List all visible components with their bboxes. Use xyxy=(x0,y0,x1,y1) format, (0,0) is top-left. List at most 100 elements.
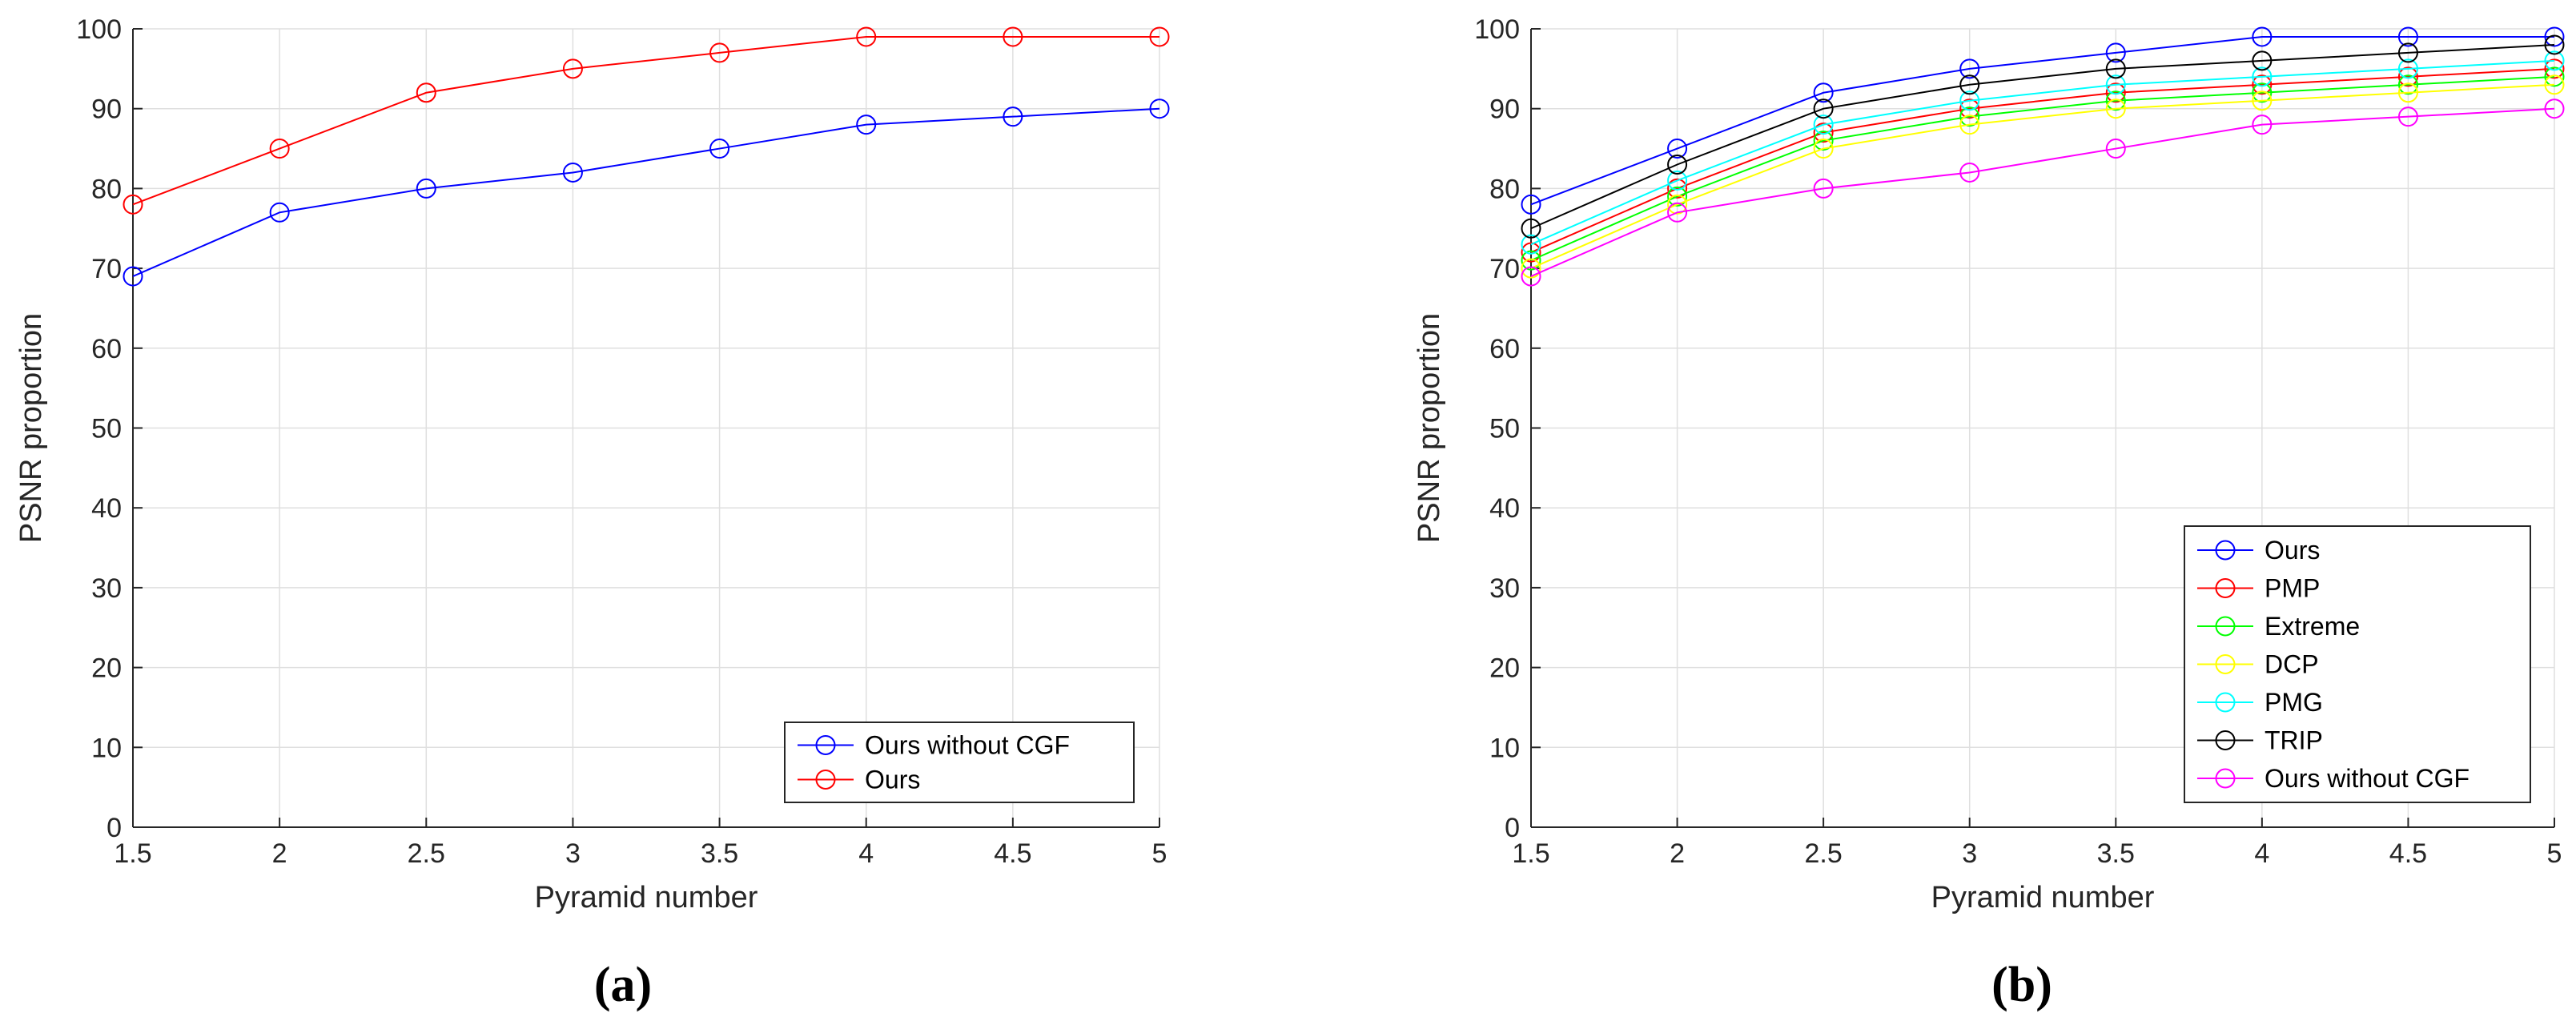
data-point-trip xyxy=(1521,218,1541,239)
data-point-ours-without-cgf xyxy=(1959,162,1980,183)
data-point-pmg xyxy=(1521,234,1541,255)
y-tick-label: 50 xyxy=(91,414,122,444)
x-tick-label: 4 xyxy=(858,838,874,869)
x-axis-label: Pyramid number xyxy=(535,881,758,914)
data-point-trip xyxy=(2397,42,2418,63)
chart-panel-b: 1.5 2 2.5 3 3.5 4 4.5 50102030405060708090100Py… xyxy=(1413,14,2565,1012)
data-point-extreme xyxy=(1521,250,1541,271)
data-point-ours-without-cgf xyxy=(2397,107,2418,127)
data-point-ours xyxy=(1813,82,1834,103)
y-tick-label: 0 xyxy=(1505,813,1520,843)
data-point-ours xyxy=(562,58,583,79)
y-tick-label: 30 xyxy=(91,573,122,604)
y-axis-label: PSNR proportion xyxy=(14,313,48,543)
data-point-ours-without-cgf xyxy=(709,139,730,159)
data-point-ours-without-cgf xyxy=(2252,115,2273,135)
y-tick-label: 20 xyxy=(1489,653,1520,684)
y-tick-label: 90 xyxy=(91,94,122,125)
data-point-ours xyxy=(2397,26,2418,47)
y-tick-label: 70 xyxy=(1489,254,1520,284)
data-point-ours xyxy=(2544,26,2565,47)
data-point-pmg xyxy=(1667,170,1688,191)
data-point-ours xyxy=(2105,42,2126,63)
legend-swatch-marker-ours xyxy=(2215,540,2236,561)
data-point-extreme xyxy=(2252,82,2273,103)
legend-label-ours-without-cgf: Ours without CGF xyxy=(865,731,1070,760)
series-line-ours-without-cgf xyxy=(1530,107,2555,277)
legend-label-ours: Ours xyxy=(865,766,920,794)
data-point-extreme xyxy=(1667,186,1688,207)
y-tick-label: 10 xyxy=(91,733,122,763)
y-tick-label: 70 xyxy=(91,254,122,284)
data-point-pmp xyxy=(2105,82,2126,103)
y-tick-label: 0 xyxy=(106,813,122,843)
data-point-ours xyxy=(1667,139,1688,159)
data-point-pmg xyxy=(2252,66,2273,87)
data-point-dcp xyxy=(1959,115,1980,135)
data-point-extreme xyxy=(2397,74,2418,95)
data-point-extreme xyxy=(1959,107,1980,127)
x-tick-label: 2.5 xyxy=(408,838,445,869)
series-line-extreme xyxy=(1530,75,2555,262)
data-point-ours-without-cgf xyxy=(416,178,436,199)
y-axis-label: PSNR proportion xyxy=(1413,313,1446,543)
data-point-pmp xyxy=(2252,74,2273,95)
y-tick-label: 40 xyxy=(91,493,122,524)
legend-label-trip: TRIP xyxy=(2265,726,2323,755)
data-point-dcp xyxy=(1667,194,1688,215)
data-point-ours xyxy=(269,139,290,159)
data-point-dcp xyxy=(2544,74,2565,95)
x-tick-label: 5 xyxy=(1152,838,1167,869)
legend-label-dcp: DCP xyxy=(2265,650,2319,679)
data-point-trip xyxy=(1959,74,1980,95)
series-line-dcp xyxy=(1530,83,2555,270)
x-tick-label: 1.5 xyxy=(114,838,151,869)
y-tick-label: 80 xyxy=(1489,174,1520,204)
data-point-pmp xyxy=(1959,98,1980,119)
data-point-pmg xyxy=(2544,50,2565,71)
series-line-pmg xyxy=(1530,59,2555,246)
x-tick-label: 3 xyxy=(1962,838,1977,869)
series-line-ours xyxy=(132,35,1159,206)
legend-label-ours: Ours xyxy=(2265,536,2320,565)
x-tick-label: 3.5 xyxy=(2097,838,2135,869)
legend-swatch-marker-trip xyxy=(2215,730,2236,750)
legend-swatch-marker-pmg xyxy=(2215,692,2236,713)
data-point-pmp xyxy=(1813,123,1834,143)
x-tick-label: 4 xyxy=(2254,838,2269,869)
data-point-dcp xyxy=(2252,90,2273,111)
y-tick-label: 60 xyxy=(1489,334,1520,364)
legend-label-extreme: Extreme xyxy=(2265,612,2360,641)
data-point-ours xyxy=(1003,26,1023,47)
legend-swatch-marker-ours-without-cgf xyxy=(2215,768,2236,789)
data-point-pmg xyxy=(2105,74,2126,95)
y-tick-label: 30 xyxy=(1489,573,1520,604)
data-point-ours-without-cgf xyxy=(2105,139,2126,159)
data-point-dcp xyxy=(1521,258,1541,279)
legend-label-pmp: PMP xyxy=(2265,574,2320,603)
data-point-ours-without-cgf xyxy=(2544,98,2565,119)
data-point-ours xyxy=(709,42,730,63)
data-point-dcp xyxy=(2105,98,2126,119)
data-point-extreme xyxy=(1813,131,1834,151)
legend-swatch-marker-dcp xyxy=(2215,654,2236,674)
data-point-ours-without-cgf xyxy=(269,202,290,223)
legend-swatch-marker-extreme xyxy=(2215,616,2236,637)
chart-panel-a: 1.5 2 2.5 3 3.5 4 4.5 50102030405060708090100Py… xyxy=(14,14,1170,1012)
series-line-ours-without-cgf xyxy=(132,107,1160,277)
data-point-extreme xyxy=(2544,66,2565,87)
data-point-ours xyxy=(1521,194,1541,215)
data-point-trip xyxy=(2105,58,2126,79)
data-point-ours-without-cgf xyxy=(562,162,583,183)
x-axis-label: Pyramid number xyxy=(1931,881,2155,914)
data-point-ours-without-cgf xyxy=(123,266,143,287)
data-point-extreme xyxy=(2105,90,2126,111)
y-tick-label: 100 xyxy=(76,14,122,45)
x-tick-label: 2 xyxy=(272,838,287,869)
x-tick-label: 2 xyxy=(1670,838,1685,869)
data-point-ours-without-cgf xyxy=(1003,107,1023,127)
legend: Ours without CGF Ours xyxy=(784,722,1135,803)
data-point-dcp xyxy=(1813,139,1834,159)
panel-caption: (a) xyxy=(594,958,652,1012)
